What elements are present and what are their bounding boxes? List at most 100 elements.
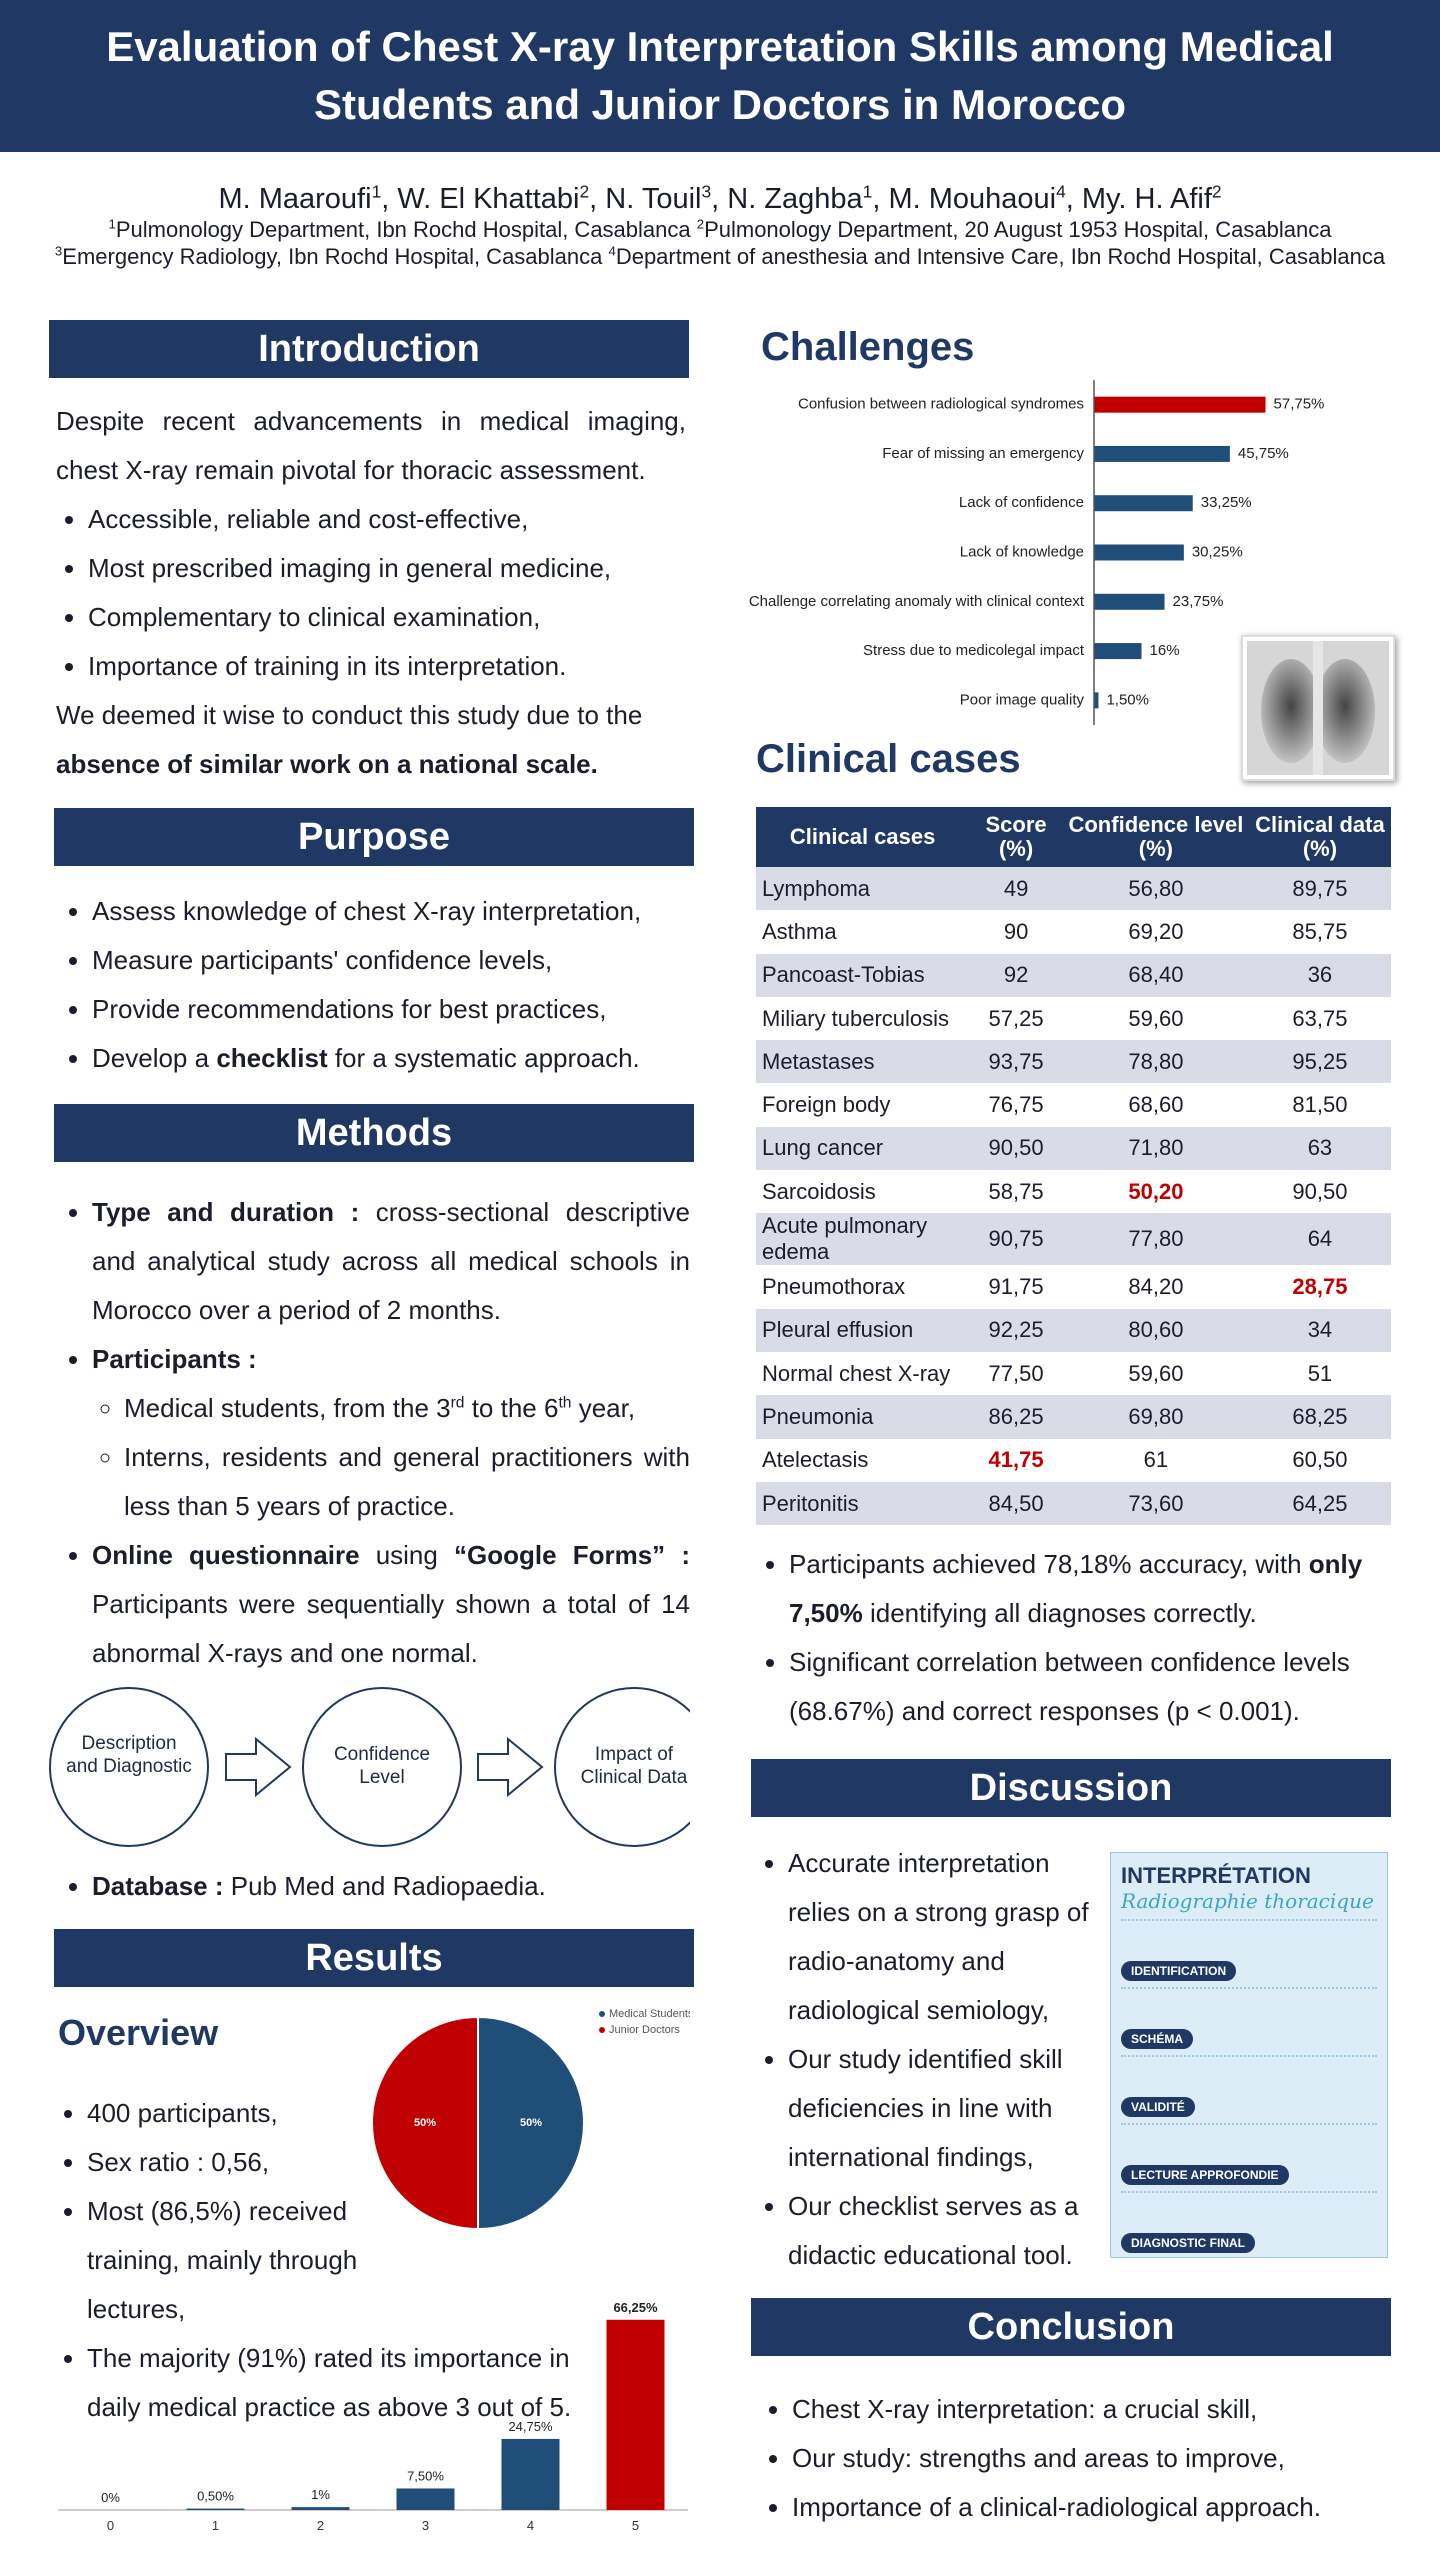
discussion-block: Accurate interpretation relies on a stro… [756,1839,1096,2280]
text: Pulmonology Department, Ibn Rochd Hospit… [115,217,697,242]
bullet-item: Our checklist serves as a didactic educa… [788,2182,1096,2280]
text: Develop a [92,1043,217,1073]
highlight-value: 41,75 [988,1447,1044,1473]
bar-chart: 0% 0 0,50% 1 1% 2 7,50% 3 24,75% 4 66,25% 5 [58,2300,688,2533]
text: Emergency Radiology, Ibn Rochd Hospital,… [62,244,609,269]
table-cell: 41,75 [969,1439,1063,1482]
bar [1094,692,1099,709]
table-cell: 77,80 [1062,1213,1249,1266]
table-cell: 85,75 [1292,918,1348,944]
table-cell: 90,75 [969,1213,1063,1266]
value-label: 66,25% [613,2300,658,2315]
section-heading: Discussion [751,1759,1391,1817]
table-cell: 64 [1248,1213,1391,1266]
table-cell: 95,25 [1248,1040,1391,1084]
bullet-list: Chest X-ray interpretation: a crucial sk… [760,2385,1390,2532]
bar [501,2438,560,2510]
findings-block: Participants achieved 78,18% accuracy, w… [757,1540,1391,1736]
bullet-item: Participants achieved 78,18% accuracy, w… [789,1540,1391,1638]
text: 4 [608,243,616,259]
text: Our study: strengths and areas to improv… [792,2443,1285,2473]
table-cell: 69,80 [1062,1395,1249,1439]
bar [396,2488,455,2510]
table-row: Asthma 90 69,20 85,75 [756,910,1391,953]
overview-block: 400 participants, Sex ratio : 0,56, Most (… [55,2089,615,2432]
table-cell: 59,60 [1128,1005,1184,1031]
table-cell: Peritonitis [756,1481,970,1526]
bullet-item: Participants : Medical students, from the… [92,1335,690,1531]
table-cell: 77,50 [988,1360,1044,1386]
value-label: 24,75% [508,2419,553,2434]
checklist-subtitle: Radiographie thoracique [1121,1889,1374,1913]
text: identifying all diagnoses correctly. [862,1598,1257,1628]
bullet-item: Importance of a clinical-radiological ap… [792,2483,1390,2532]
text: Significant correlation between confiden… [789,1647,1350,1726]
value-label: 57,75% [1274,396,1325,413]
table-row: Lymphoma 49 56,80 89,75 [756,867,1391,911]
table-cell: Normal chest X-ray [762,1360,951,1386]
table-cell: 89,75 [1248,867,1391,911]
bar [1094,396,1266,413]
x-tick-label: 3 [422,2518,429,2533]
checklist-line [1121,1919,1377,1955]
table-row: Pleural effusion 92,25 80,60 34 [756,1308,1391,1352]
table-cell: 73,60 [1062,1481,1249,1526]
table-cell: 57,25 [988,1005,1044,1031]
chart-title: Challenges [761,325,975,369]
table-cell: 90 [1003,918,1029,944]
flow-circle [554,1687,690,1847]
category-label: Poor image quality [960,691,1085,708]
table-cell: 90,50 [1292,1178,1348,1204]
database-block: Database : Pub Med and Radiopaedia. [60,1862,690,1911]
bold-text: absence of similar work on a national sc… [56,749,598,779]
bullet-item: Database : Pub Med and Radiopaedia. [92,1862,690,1911]
value-label: 1% [311,2487,330,2502]
flow-label: Description and Diagnostic [66,1733,192,1777]
category-label: Confusion between radiological syndromes [798,396,1084,413]
legend-label: Medical Students [609,2008,690,2020]
column-header: Clinical data (%) [1248,807,1391,867]
table-cell: 90,50 [969,1126,1063,1171]
table-cell: 81,50 [1292,1092,1348,1118]
text: Importance of a clinical-radiological ap… [792,2492,1321,2522]
checklist-line [1121,1987,1377,2023]
text: 1 [108,216,116,232]
text: Chest X-ray interpretation: a crucial sk… [792,2394,1258,2424]
pie-chart: 50% 50% Medical Students Junior Doctors [371,2008,690,2231]
table-cell: Pneumonia [756,1395,970,1439]
text: using [359,1540,455,1570]
text: 2 [579,181,590,202]
table-cell: Pleural effusion [756,1308,970,1352]
legend-label: Junior Doctors [609,2024,680,2036]
purpose-block: Assess knowledge of chest X-ray interpre… [60,887,690,1083]
table-cell: Lymphoma [756,867,970,911]
table-cell: Pancoast-Tobias [756,953,970,997]
text: Participants achieved 78,18% accuracy, w… [789,1549,1309,1579]
table-cell: 64,25 [1248,1481,1391,1526]
bullet-list: Medical students, from the 3rd to the 6t… [92,1384,690,1531]
affiliations: 3Emergency Radiology, Ibn Rochd Hospital… [0,243,1440,271]
bullet-item: Type and duration : cross-sectional desc… [92,1188,690,1335]
poster-title: Evaluation of Chest X-ray Interpretation… [106,23,1334,128]
paragraph: Despite recent advancements in medical i… [56,406,686,485]
table-row: Peritonitis 84,50 73,60 64,25 [756,1481,1391,1526]
pie-slice [371,2015,479,2231]
xray-frame [1241,635,1395,781]
flow-circle [49,1687,209,1847]
text: 2 [1211,181,1222,202]
intro-block: Despite recent advancements in medical i… [56,397,686,789]
text: Sex ratio : 0,56, [87,2147,270,2177]
section-title: Clinical cases [756,737,1021,781]
bullet-item: The majority (91%) rated its importance … [87,2334,615,2432]
text: Measure participants' confidence levels, [92,945,553,975]
text: year, [571,1393,636,1423]
text: Department of anesthesia and Intensive C… [615,244,1386,269]
text: , N. Zaghba [711,183,863,215]
table-row: Pancoast-Tobias 92 68,40 36 [756,953,1391,997]
section-heading: Results [54,1929,694,1987]
value-label: 30,25% [1192,543,1243,560]
value-label: 50% [414,2117,436,2129]
x-tick-label: 5 [632,2518,639,2533]
